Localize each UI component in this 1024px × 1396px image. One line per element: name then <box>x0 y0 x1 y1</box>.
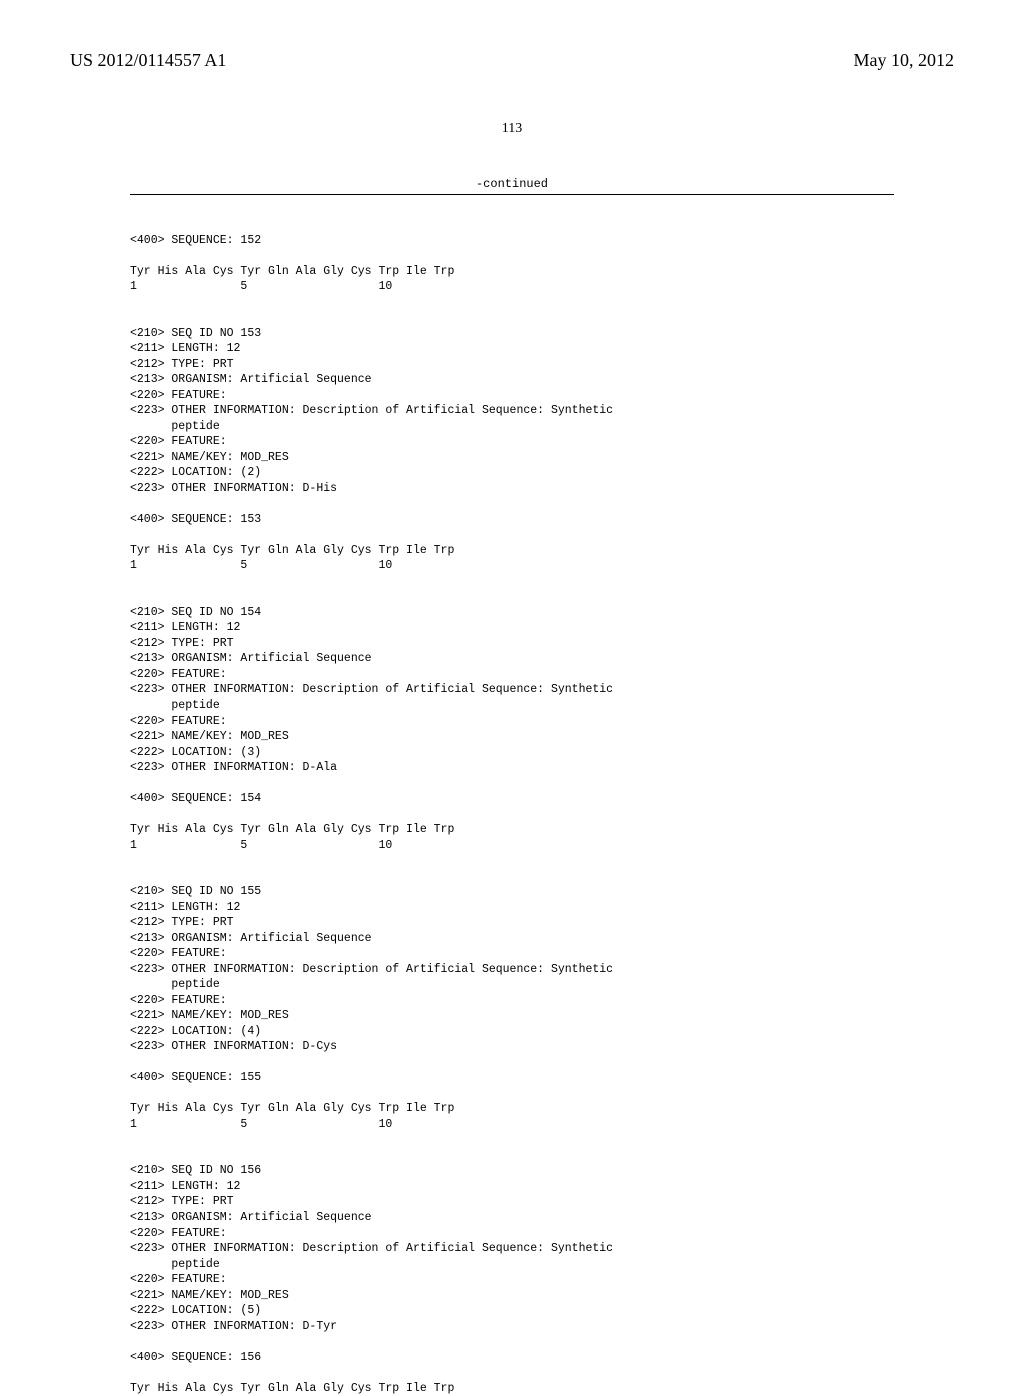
continued-section: -continued <box>70 177 954 195</box>
page-number: 113 <box>70 121 954 137</box>
document-header: US 2012/0114557 A1 May 10, 2012 <box>70 50 954 71</box>
publication-date: May 10, 2012 <box>854 50 955 71</box>
divider-line <box>130 194 894 195</box>
sequence-listing: <400> SEQUENCE: 152 Tyr His Ala Cys Tyr … <box>130 205 894 1396</box>
publication-number: US 2012/0114557 A1 <box>70 50 226 71</box>
continued-label: -continued <box>70 177 954 191</box>
